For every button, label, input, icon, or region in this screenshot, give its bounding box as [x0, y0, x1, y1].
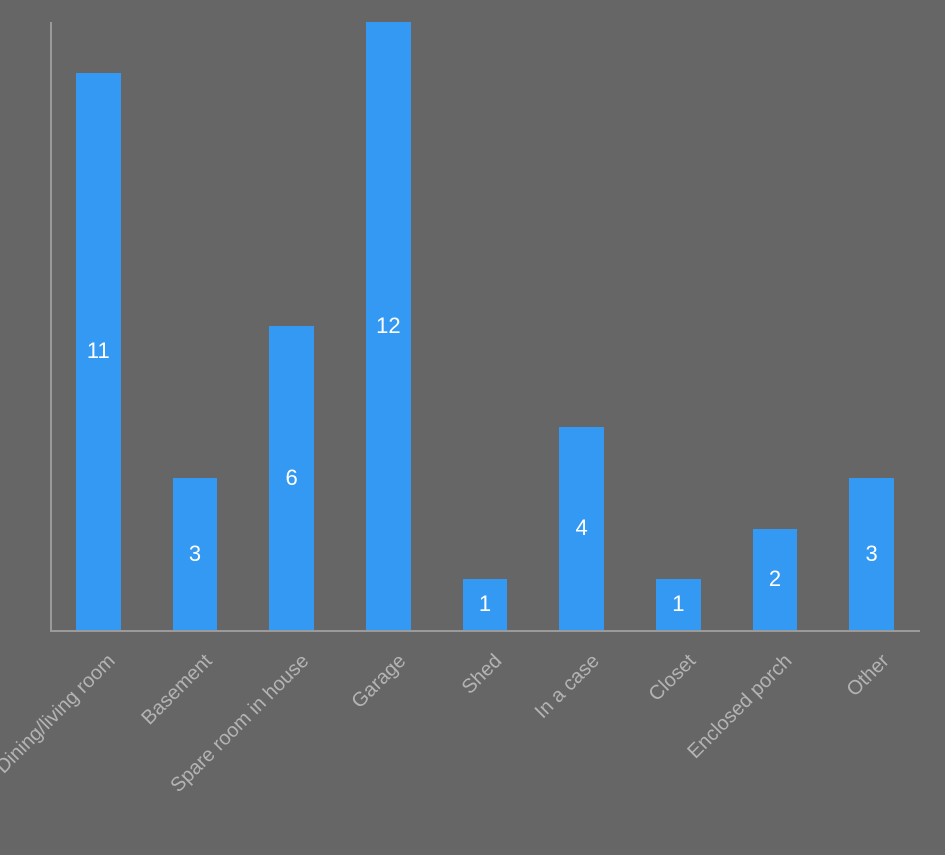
x-axis-line: [50, 630, 920, 632]
bar: 12: [366, 22, 410, 630]
bar: 1: [463, 579, 507, 630]
bar-chart: 11361214123 Dining/living roomBasementSp…: [0, 0, 945, 855]
bar-value-label: 12: [366, 313, 410, 339]
x-axis-label: Other: [842, 650, 894, 702]
bar-value-label: 4: [559, 515, 603, 541]
bar: 3: [173, 478, 217, 630]
bar-value-label: 6: [269, 465, 313, 491]
x-axis-label: Enclosed porch: [684, 650, 798, 764]
x-axis-label: Garage: [347, 650, 410, 713]
bar-value-label: 2: [753, 566, 797, 592]
x-axis-label: Basement: [137, 650, 217, 730]
bar: 6: [269, 326, 313, 630]
bar: 1: [656, 579, 700, 630]
y-axis-line: [50, 22, 52, 632]
bar-value-label: 1: [656, 591, 700, 617]
bar-value-label: 3: [173, 541, 217, 567]
bar: 11: [76, 73, 120, 630]
bar-value-label: 11: [76, 338, 120, 364]
bar: 2: [753, 529, 797, 630]
bar-value-label: 3: [849, 541, 893, 567]
bar: 3: [849, 478, 893, 630]
x-axis-label: Closet: [644, 650, 700, 706]
bar-value-label: 1: [463, 591, 507, 617]
bar: 4: [559, 427, 603, 630]
plot-area: 11361214123 Dining/living roomBasementSp…: [50, 22, 920, 632]
x-axis-label: Dining/living room: [0, 650, 121, 779]
x-axis-label: Shed: [458, 650, 507, 699]
x-axis-label: In a case: [530, 650, 604, 724]
